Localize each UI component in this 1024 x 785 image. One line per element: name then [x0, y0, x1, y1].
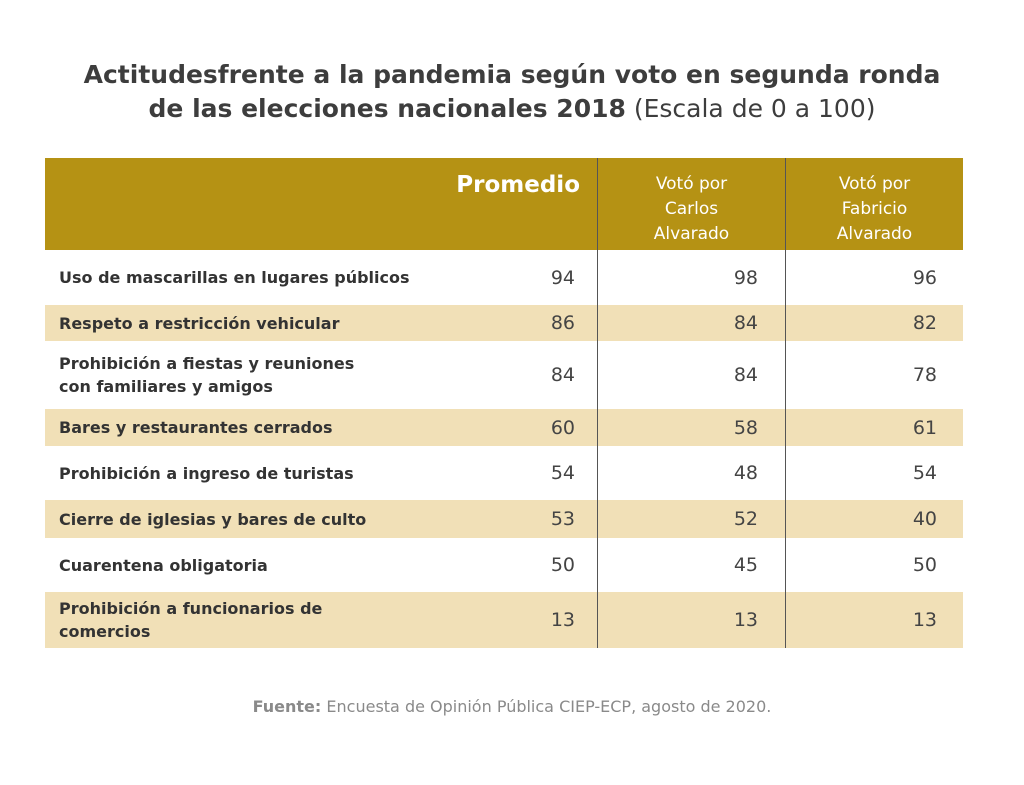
value-promedio: 86 [550, 312, 575, 334]
value-fabricio: 54 [912, 462, 937, 484]
value-promedio: 50 [550, 554, 575, 576]
title-text-1: Actitudesfrente a la pandemia según voto… [83, 60, 941, 89]
table-row: Bares y restaurantes cerrados 60 58 61 [45, 409, 963, 446]
row-label: Prohibición a ingreso de turistas [59, 463, 354, 483]
table-header: Promedio Votó por Carlos Alvarado Votó p… [45, 158, 963, 250]
value-carlos: 45 [733, 554, 758, 576]
title-line-2: de las elecciones nacionales 2018 (Escal… [0, 92, 1024, 126]
table-row: Prohibición a funcionarios de comercios 1… [45, 592, 963, 648]
value-promedio: 94 [550, 266, 575, 289]
title-scale: (Escala de 0 a 100) [633, 94, 876, 123]
divider-line-1 [597, 158, 598, 648]
table-row: Cuarentena obligatoria 50 45 50 [45, 538, 963, 592]
value-fabricio: 82 [912, 312, 937, 334]
header-promedio: Promedio [456, 172, 580, 198]
value-fabricio: 78 [912, 364, 937, 386]
table-row: Uso de mascarillas en lugares públicos 94… [45, 250, 963, 305]
value-carlos: 13 [733, 609, 758, 631]
value-promedio: 53 [550, 508, 575, 530]
value-promedio: 54 [550, 462, 575, 484]
table-row: Prohibición a ingreso de turistas 54 48 54 [45, 446, 963, 500]
value-promedio: 60 [550, 416, 575, 439]
row-label: Cuarentena obligatoria [59, 555, 268, 575]
value-carlos: 84 [733, 364, 758, 386]
title-line-1: Actitudesfrente a la pandemia según voto… [0, 58, 1024, 92]
table-row: Prohibición a fiestas y reuniones con fa… [45, 341, 963, 409]
row-label: Bares y restaurantes cerrados [59, 418, 333, 437]
value-promedio: 13 [550, 609, 575, 631]
value-carlos: 52 [733, 508, 758, 530]
header-carlos-alvarado: Votó por Carlos Alvarado [653, 174, 730, 244]
table-row: Cierre de iglesias y bares de culto 53 52 4… [45, 500, 963, 538]
value-fabricio: 50 [912, 554, 937, 576]
table-row: Respeto a restricción vehicular 86 84 82 [45, 305, 963, 341]
value-carlos: 58 [733, 416, 758, 439]
title-text-2: de las elecciones nacionales 2018 [148, 94, 626, 123]
source-label: Fuente: [252, 697, 322, 716]
row-label: Uso de mascarillas en lugares públicos [59, 268, 410, 287]
value-carlos: 84 [733, 312, 758, 334]
source-text: Encuesta de Opinión Pública CIEP-ECP, ag… [326, 697, 772, 716]
value-fabricio: 96 [912, 266, 937, 289]
chart-title: Actitudesfrente a la pandemia según voto… [0, 58, 1024, 126]
divider-line-2 [785, 158, 786, 648]
row-label: Prohibición a fiestas y reuniones con fa… [59, 354, 355, 396]
row-label: Cierre de iglesias y bares de culto [59, 509, 367, 529]
table-body: Uso de mascarillas en lugares públicos 94… [45, 250, 963, 648]
source-note: Fuente: Encuesta de Opinión Pública CIEP… [0, 697, 1024, 716]
row-label: Prohibición a funcionarios de comercios [59, 599, 323, 641]
data-table: Promedio Votó por Carlos Alvarado Votó p… [45, 158, 963, 648]
row-label: Respeto a restricción vehicular [59, 313, 340, 333]
value-fabricio: 13 [912, 609, 937, 631]
value-carlos: 48 [733, 462, 758, 484]
value-carlos: 98 [733, 266, 758, 289]
value-fabricio: 40 [912, 508, 937, 530]
value-fabricio: 61 [912, 416, 937, 439]
header-fabricio-alvarado: Votó por Fabricio Alvarado [836, 174, 913, 244]
value-promedio: 84 [550, 364, 575, 386]
